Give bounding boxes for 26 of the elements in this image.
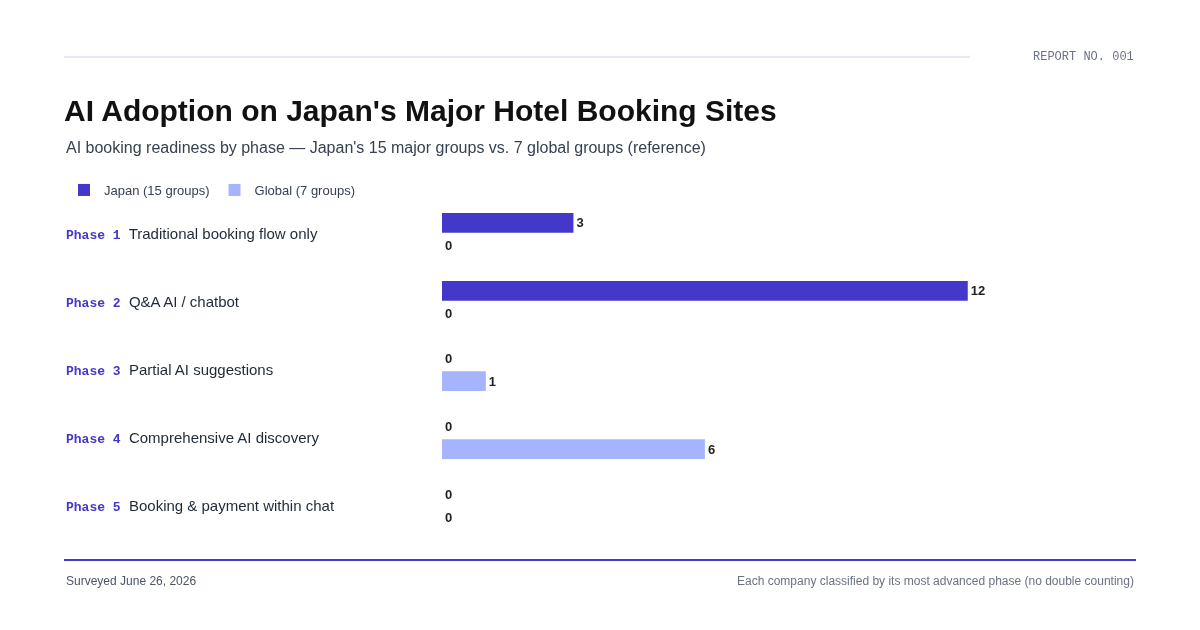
y-tick-label: Phase 5 Booking & payment within chat xyxy=(66,497,335,515)
y-tick-label: Phase 1 Traditional booking flow only xyxy=(66,225,318,243)
data-label: 0 xyxy=(445,509,453,525)
legend-label: Global (7 groups) xyxy=(254,183,355,199)
text: REPORT NO. 001 xyxy=(1033,50,1134,64)
y-tick-label: Phase 3 Partial AI suggestions xyxy=(66,361,274,379)
data-label: 0 xyxy=(445,305,453,321)
text: Surveyed June 26, 2026 xyxy=(66,574,197,588)
bar xyxy=(442,212,574,233)
data-label: 0 xyxy=(445,351,453,367)
chart-subtitle: AI booking readiness by phase — Japan's 15 major groups vs. 7 global groups (reference) xyxy=(66,139,706,156)
legend-label: Japan (15 groups) xyxy=(104,183,210,199)
data-label: 3 xyxy=(576,215,584,231)
data-label: 0 xyxy=(445,419,453,435)
bar xyxy=(442,371,486,392)
bar xyxy=(442,439,705,460)
data-label: 6 xyxy=(707,441,716,457)
bar xyxy=(442,280,968,301)
data-label: 0 xyxy=(445,487,453,503)
data-label: 0 xyxy=(445,237,453,253)
y-tick-label: Phase 2 Q&A AI / chatbot xyxy=(66,293,240,311)
chart-title: AI Adoption on Japan's Major Hotel Booking Sites xyxy=(64,93,777,127)
text: Each company classified by its most advanced phase (no double counting) xyxy=(737,574,1134,588)
y-tick-label: Phase 4 Comprehensive AI discovery xyxy=(66,429,320,447)
data-label: 1 xyxy=(488,373,497,389)
data-label: 12 xyxy=(970,283,986,299)
